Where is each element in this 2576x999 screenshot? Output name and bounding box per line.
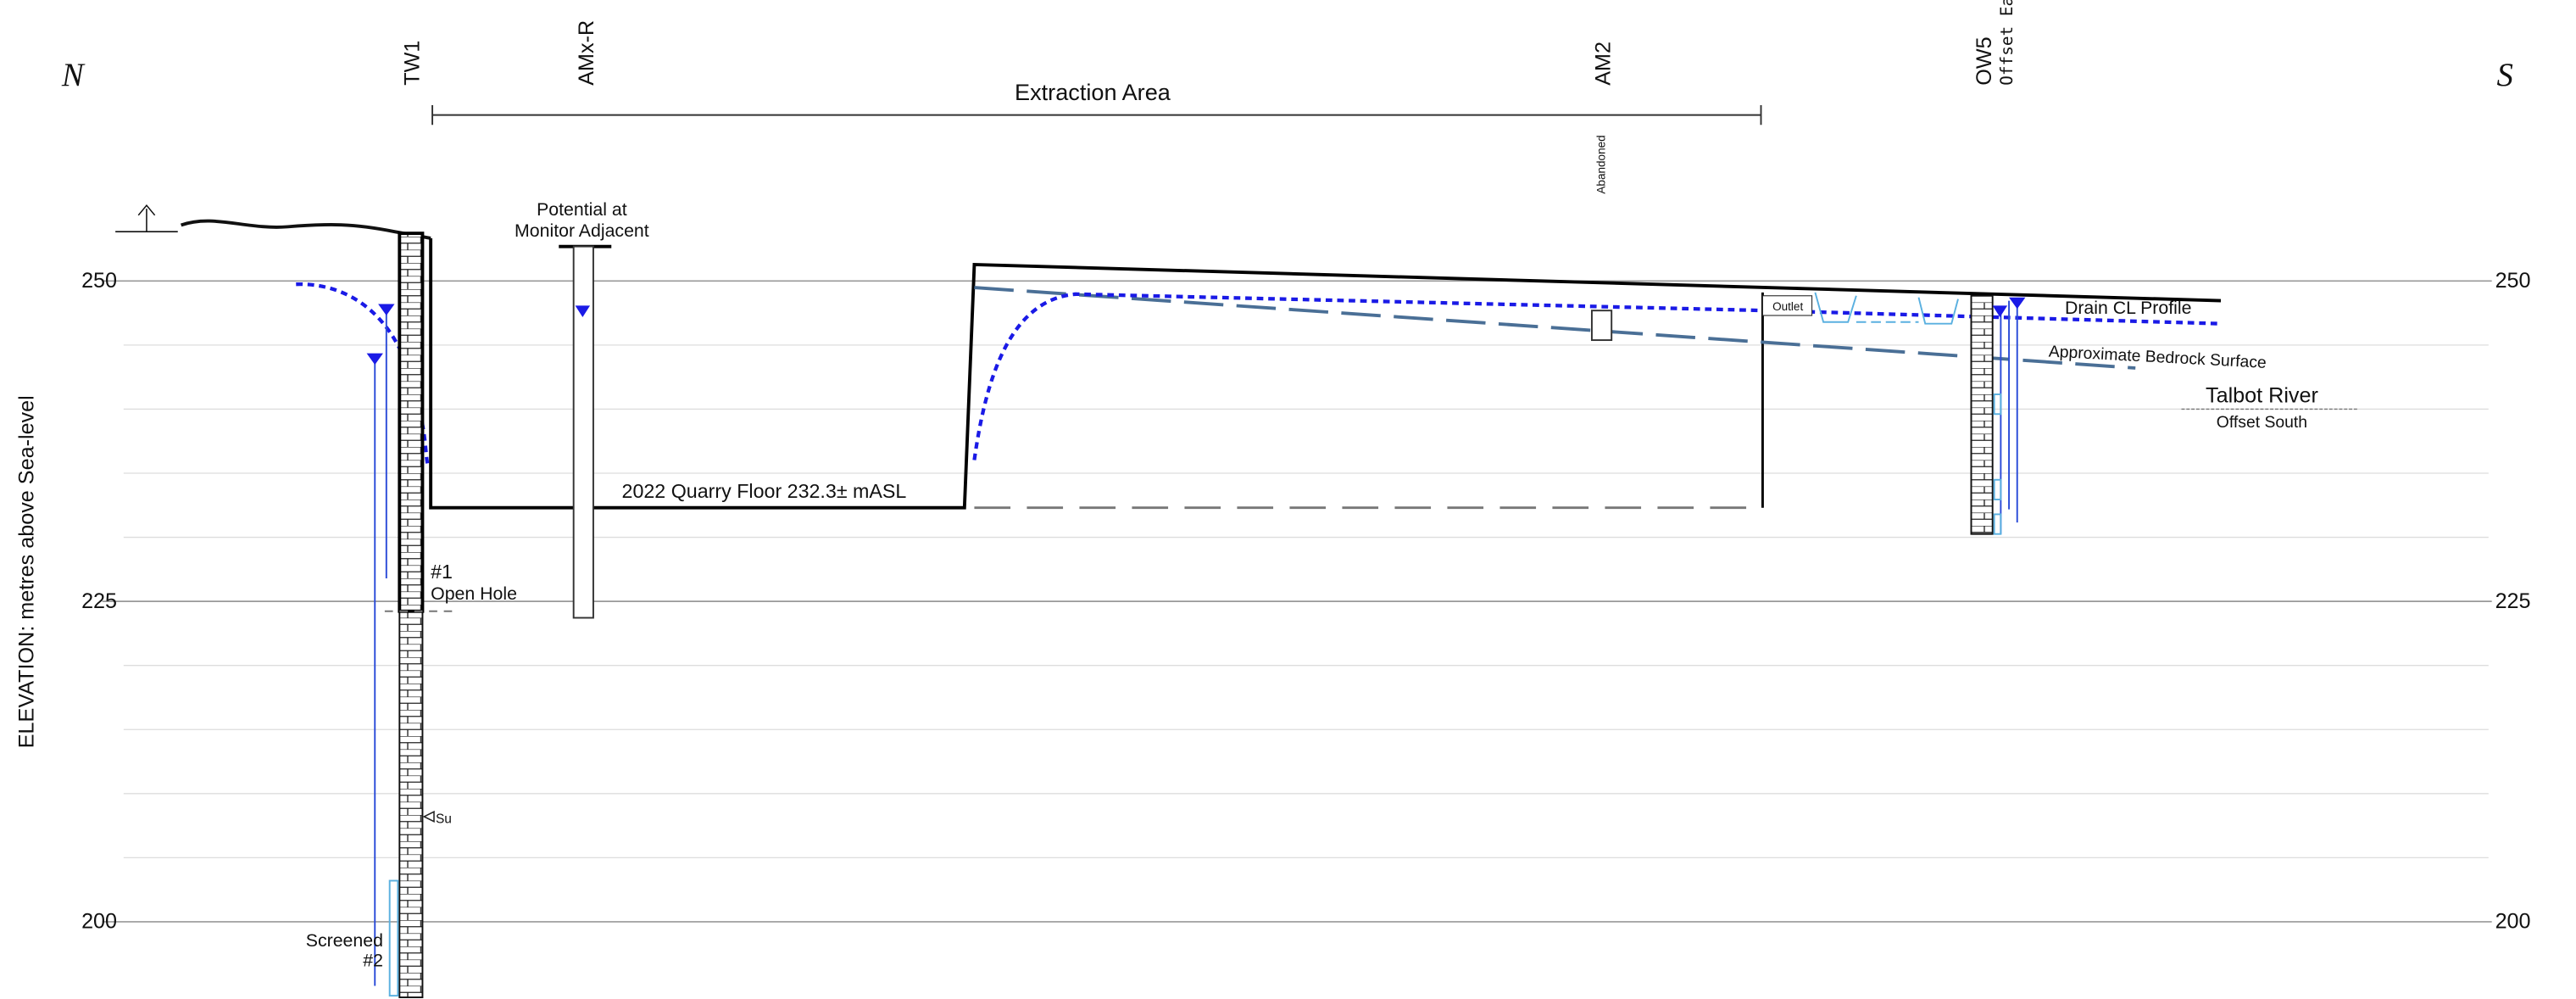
water-level bbox=[2009, 298, 2025, 310]
water-level bbox=[378, 304, 394, 315]
y-tick-label: 225 bbox=[2495, 589, 2531, 613]
well-label: AMx-R bbox=[575, 20, 598, 86]
well-note: Offset East bbox=[1997, 0, 2017, 86]
y-tick-label: 225 bbox=[81, 589, 117, 613]
am2-well bbox=[1592, 310, 1611, 340]
annotation: Outlet bbox=[1772, 300, 1803, 313]
annotation: #1 bbox=[431, 561, 453, 583]
annotation: Open Hole bbox=[431, 583, 517, 604]
annotation: Su bbox=[436, 812, 452, 827]
extraction-area-label: Extraction Area bbox=[1015, 79, 1171, 105]
quarry-outline bbox=[431, 238, 2221, 508]
tw1-piezometer bbox=[375, 305, 387, 985]
bedrock-line bbox=[974, 287, 2135, 368]
y-tick-label: 250 bbox=[81, 269, 117, 293]
tw1-column bbox=[399, 233, 422, 997]
ow5-column bbox=[1972, 296, 1993, 534]
tw1-screen bbox=[390, 881, 398, 996]
y-tick-label: 200 bbox=[81, 910, 117, 934]
drain bbox=[1815, 293, 1958, 324]
su-marker bbox=[424, 812, 434, 822]
annotation: Potential at bbox=[537, 199, 627, 220]
ground-surface bbox=[115, 205, 431, 238]
annotation: Monitor Adjacent bbox=[515, 220, 649, 241]
river-note: Offset South bbox=[2217, 413, 2307, 432]
y-tick-label: 200 bbox=[2495, 910, 2531, 934]
annotation: Drain CL Profile bbox=[2065, 298, 2192, 318]
annotation: Screened bbox=[306, 930, 383, 951]
quarry-floor-label: 2022 Quarry Floor 232.3± mASL bbox=[622, 480, 907, 502]
amxr-well bbox=[574, 247, 593, 618]
annotation: #2 bbox=[363, 950, 383, 970]
water-level bbox=[367, 354, 383, 366]
north-label: N bbox=[61, 57, 86, 93]
well-label: AM2 bbox=[1591, 42, 1615, 86]
axis-label: ELEVATION: metres above Sea-level bbox=[14, 395, 38, 748]
ow5-piezometers bbox=[2000, 301, 2017, 534]
dimension-line bbox=[432, 105, 1761, 125]
well-note: Abandoned bbox=[1594, 135, 1607, 193]
ow5-screens bbox=[1995, 394, 2001, 534]
river-label: Talbot River bbox=[2206, 384, 2318, 408]
well-label: OW5 bbox=[1972, 36, 1996, 85]
cross-section: 200 200 225 225 250 250 N S ELEVATION: metres… bbox=[0, 0, 2576, 999]
well-label: TW1 bbox=[401, 41, 425, 86]
south-label: S bbox=[2497, 57, 2513, 93]
bedrock-label: Approximate Bedrock Surface bbox=[2048, 342, 2267, 371]
y-tick-label: 250 bbox=[2495, 269, 2531, 293]
